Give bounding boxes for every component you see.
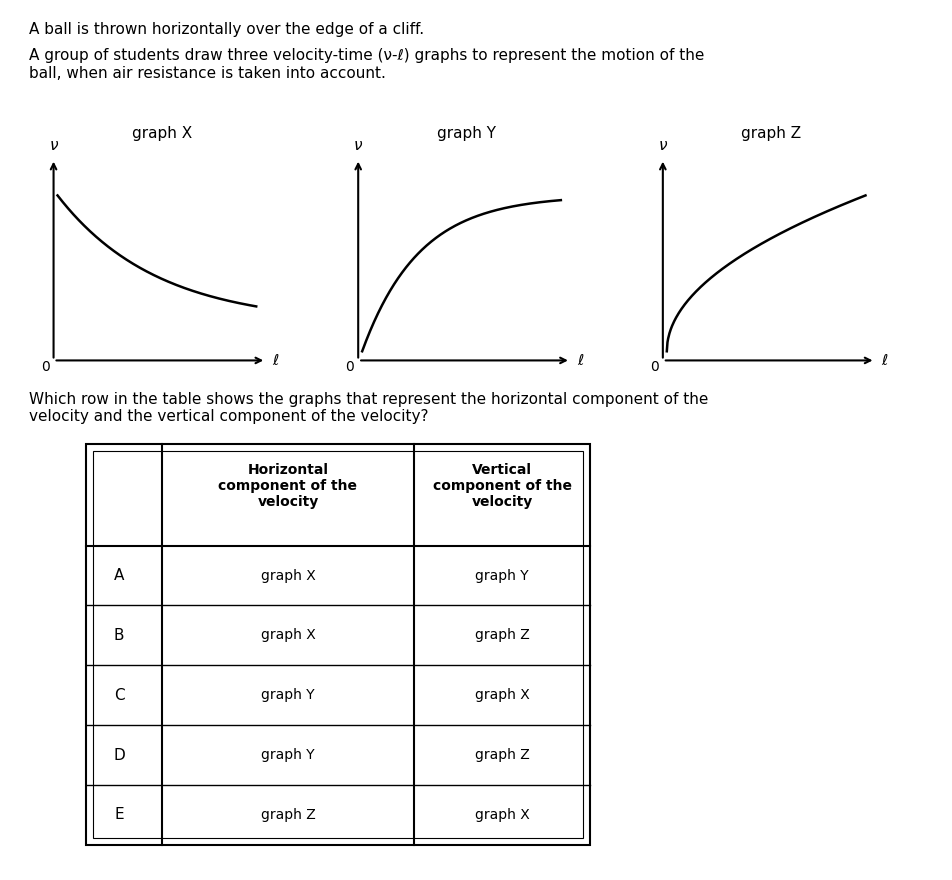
Text: Which row in the table shows the graphs that represent the horizontal component : Which row in the table shows the graphs … <box>29 392 708 424</box>
Text: D: D <box>113 747 125 763</box>
Text: graph Z: graph Z <box>475 748 529 762</box>
Text: graph X: graph X <box>475 688 529 702</box>
Text: 0: 0 <box>41 361 50 374</box>
Text: A group of students draw three velocity-time (ν-ℓ) graphs to represent the motio: A group of students draw three velocity-… <box>29 48 704 81</box>
Bar <box>93 451 583 838</box>
Title: graph X: graph X <box>131 127 192 142</box>
Text: 0: 0 <box>650 361 659 374</box>
Text: ν: ν <box>659 138 667 153</box>
Title: graph Z: graph Z <box>741 127 802 142</box>
Text: C: C <box>113 687 125 703</box>
Text: ℓ: ℓ <box>577 353 583 368</box>
Text: A: A <box>114 568 124 583</box>
Text: E: E <box>114 807 124 823</box>
Bar <box>86 444 590 845</box>
Text: graph Z: graph Z <box>475 628 529 642</box>
Text: 0: 0 <box>346 361 354 374</box>
Text: graph X: graph X <box>475 808 529 822</box>
Text: Horizontal
component of the
velocity: Horizontal component of the velocity <box>218 463 358 510</box>
Text: ν: ν <box>50 138 58 153</box>
Text: graph Z: graph Z <box>261 808 315 822</box>
Text: graph Y: graph Y <box>475 568 529 583</box>
Title: graph Y: graph Y <box>437 127 496 142</box>
Text: B: B <box>113 627 125 643</box>
Text: graph Y: graph Y <box>261 688 315 702</box>
Text: Vertical
component of the
velocity: Vertical component of the velocity <box>432 463 572 510</box>
Text: ν: ν <box>354 138 363 153</box>
Text: graph X: graph X <box>261 628 315 642</box>
Text: graph Y: graph Y <box>261 748 315 762</box>
Text: graph X: graph X <box>261 568 315 583</box>
Text: ℓ: ℓ <box>272 353 278 368</box>
Text: A ball is thrown horizontally over the edge of a cliff.: A ball is thrown horizontally over the e… <box>29 22 424 37</box>
Text: ℓ: ℓ <box>882 353 887 368</box>
